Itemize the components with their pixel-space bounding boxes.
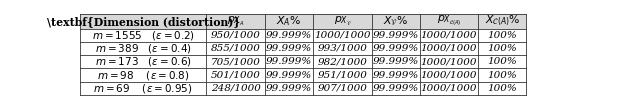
Text: 248/1000: 248/1000 (211, 84, 260, 93)
Text: 950/1000: 950/1000 (211, 31, 260, 40)
Bar (313, 68, 372, 82)
Bar (207, 68, 265, 82)
Bar (80, 14, 207, 29)
Bar (478, 68, 526, 82)
Text: 99.999%: 99.999% (266, 44, 312, 53)
Text: 100%: 100% (488, 57, 517, 66)
Text: 1000/1000: 1000/1000 (420, 84, 477, 93)
Bar (420, 42, 478, 55)
Bar (207, 29, 265, 42)
Bar (372, 14, 420, 29)
Bar (80, 42, 207, 55)
Bar (80, 29, 207, 42)
Bar (313, 29, 372, 42)
Text: 99.999%: 99.999% (372, 44, 419, 53)
Bar (372, 68, 420, 82)
Text: 99.999%: 99.999% (372, 31, 419, 40)
Bar (80, 82, 207, 95)
Text: 907/1000: 907/1000 (317, 84, 367, 93)
Text: 100%: 100% (488, 31, 517, 40)
Bar (372, 55, 420, 68)
Bar (313, 55, 372, 68)
Text: $p_{X_{\mathcal{C}(A)}}$: $p_{X_{\mathcal{C}(A)}}$ (436, 14, 461, 28)
Text: 993/1000: 993/1000 (317, 44, 367, 53)
Text: 1000/1000: 1000/1000 (314, 31, 371, 40)
Bar (478, 82, 526, 95)
Text: $m = 98\quad\;(\epsilon = 0.8)$: $m = 98\quad\;(\epsilon = 0.8)$ (97, 69, 189, 82)
Bar (372, 82, 420, 95)
Text: 100%: 100% (488, 84, 517, 93)
Text: $p_{X_A}$: $p_{X_A}$ (227, 15, 244, 28)
Text: $m = 389\quad(\epsilon = 0.4)$: $m = 389\quad(\epsilon = 0.4)$ (95, 42, 191, 55)
Text: 99.999%: 99.999% (266, 31, 312, 40)
Text: $m = 69\quad\;(\epsilon = 0.95)$: $m = 69\quad\;(\epsilon = 0.95)$ (93, 82, 193, 95)
Bar (80, 68, 207, 82)
Text: 705/1000: 705/1000 (211, 57, 260, 66)
Text: 1000/1000: 1000/1000 (420, 44, 477, 53)
Bar (372, 42, 420, 55)
Bar (313, 42, 372, 55)
Text: 1000/1000: 1000/1000 (420, 31, 477, 40)
Bar (265, 82, 313, 95)
Bar (265, 14, 313, 29)
Text: $m = 173\quad(\epsilon = 0.6)$: $m = 173\quad(\epsilon = 0.6)$ (95, 55, 191, 68)
Text: 99.999%: 99.999% (372, 57, 419, 66)
Bar (265, 29, 313, 42)
Text: 501/1000: 501/1000 (211, 71, 260, 80)
Bar (313, 14, 372, 29)
Text: 100%: 100% (488, 44, 517, 53)
Bar (478, 42, 526, 55)
Text: $p_{X_{\mathcal{V}}}$: $p_{X_{\mathcal{V}}}$ (333, 15, 351, 28)
Text: 99.999%: 99.999% (266, 84, 312, 93)
Text: \textbf{Dimension (distortion)}: \textbf{Dimension (distortion)} (47, 16, 240, 27)
Bar (420, 82, 478, 95)
Text: 982/1000: 982/1000 (317, 57, 367, 66)
Text: $X_A\%$: $X_A\%$ (276, 14, 301, 28)
Text: $m = 1555\quad(\epsilon = 0.2)$: $m = 1555\quad(\epsilon = 0.2)$ (92, 29, 195, 42)
Text: 100%: 100% (488, 71, 517, 80)
Text: 99.999%: 99.999% (266, 57, 312, 66)
Bar (420, 55, 478, 68)
Bar (207, 82, 265, 95)
Bar (478, 14, 526, 29)
Bar (420, 68, 478, 82)
Bar (207, 42, 265, 55)
Bar (478, 29, 526, 42)
Bar (207, 14, 265, 29)
Bar (420, 29, 478, 42)
Bar (207, 55, 265, 68)
Bar (478, 55, 526, 68)
Bar (265, 68, 313, 82)
Text: $X_{\mathcal{C}(A)}\%$: $X_{\mathcal{C}(A)}\%$ (484, 14, 520, 28)
Text: 99.999%: 99.999% (372, 84, 419, 93)
Text: 1000/1000: 1000/1000 (420, 57, 477, 66)
Text: 99.999%: 99.999% (266, 71, 312, 80)
Bar (372, 29, 420, 42)
Text: 99.999%: 99.999% (372, 71, 419, 80)
Bar (420, 14, 478, 29)
Text: $X_{\mathcal{V}}\%$: $X_{\mathcal{V}}\%$ (383, 14, 408, 28)
Text: 1000/1000: 1000/1000 (420, 71, 477, 80)
Text: 855/1000: 855/1000 (211, 44, 260, 53)
Bar (313, 82, 372, 95)
Bar (265, 42, 313, 55)
Bar (265, 55, 313, 68)
Text: 951/1000: 951/1000 (317, 71, 367, 80)
Bar (80, 55, 207, 68)
